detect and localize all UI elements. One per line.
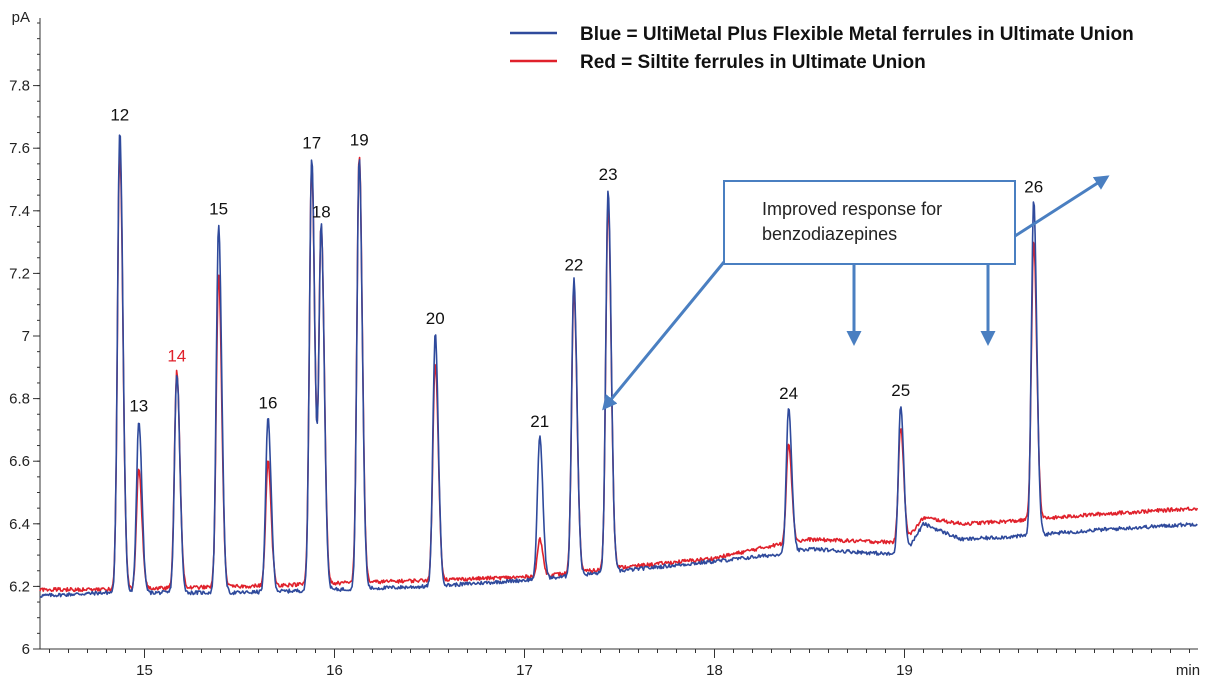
peak-labels: 12 13 14 15 16 17 18 19 20 21 22 23 24 25 26: [110, 105, 1043, 431]
callout-arrow: [602, 261, 726, 411]
y-tick-label: 6: [22, 641, 30, 658]
y-tick-label: 6.4: [9, 516, 30, 533]
peak-label-12: 12: [110, 105, 129, 124]
x-tick-label: 16: [326, 662, 343, 679]
x-axis-unit: min: [1176, 662, 1200, 679]
y-axis-unit: pA: [12, 9, 30, 26]
legend-entry: Red = Siltite ferrules in Ultimate Union: [580, 52, 926, 73]
peak-label-17: 17: [302, 134, 321, 153]
y-tick-label: 7.6: [9, 140, 30, 157]
blue-trace: [39, 134, 1198, 598]
peak-label-21: 21: [530, 412, 549, 431]
peak-label-26: 26: [1024, 177, 1043, 196]
peak-label-19: 19: [350, 130, 369, 149]
y-tick-label: 7: [22, 328, 30, 345]
peak-label-23: 23: [599, 165, 618, 184]
y-tick-label: 7.8: [9, 78, 30, 95]
callout-box: [723, 180, 1016, 265]
callout-arrow: [1014, 175, 1110, 238]
peak-label-15: 15: [209, 199, 228, 218]
peak-label-18: 18: [312, 202, 331, 221]
x-tick-label: 18: [706, 662, 723, 679]
peak-label-16: 16: [259, 393, 278, 412]
legend-entry: Blue = UltiMetal Plus Flexible Metal fer…: [580, 24, 1134, 45]
traces: [39, 134, 1199, 598]
y-tick-label: 6.6: [9, 453, 30, 470]
peak-label-20: 20: [426, 309, 445, 328]
axes: 6 6.2 6.4 6.6 6.8 7 7.2 7.4 7.6 7.8 pA 15 16 17 18 19 mi…: [9, 9, 1200, 679]
peak-label-14: 14: [167, 346, 186, 365]
x-tick-label: 15: [136, 662, 153, 679]
x-tick-label: 17: [516, 662, 533, 679]
y-tick-label: 6.2: [9, 578, 30, 595]
peak-label-22: 22: [564, 256, 583, 275]
y-tick-label: 7.2: [9, 265, 30, 282]
callout: Improved response for benzodiazepines: [602, 175, 1110, 411]
y-tick-label: 6.8: [9, 391, 30, 408]
callout-text-line: benzodiazepines: [762, 224, 897, 244]
legend: Blue = UltiMetal Plus Flexible Metal fer…: [510, 24, 1134, 73]
y-tick-label: 7.4: [9, 203, 30, 220]
peak-label-13: 13: [129, 397, 148, 416]
peak-label-24: 24: [779, 384, 798, 403]
x-tick-label: 19: [896, 662, 913, 679]
peak-label-25: 25: [891, 381, 910, 400]
callout-text-line: Improved response for: [762, 199, 942, 219]
